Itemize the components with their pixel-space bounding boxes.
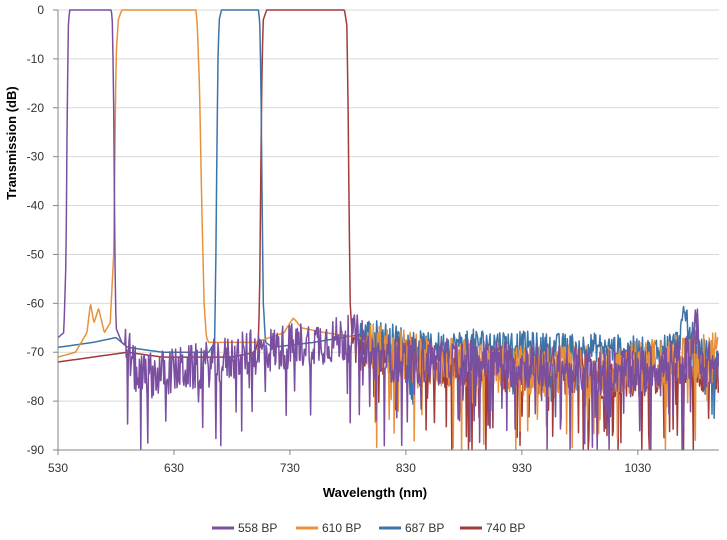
- y-tick-label: -20: [27, 101, 45, 115]
- y-tick-label: -80: [27, 394, 45, 408]
- x-tick-label: 530: [48, 461, 68, 475]
- series-line-558-bp: [57, 9, 720, 451]
- x-tick-labels: 530 630 730 830 930 1030: [48, 461, 652, 475]
- axes: [53, 9, 719, 455]
- legend: 558 BP 610 BP 687 BP 740 BP: [212, 521, 525, 535]
- x-tick-label: 630: [164, 461, 184, 475]
- x-tick-label: 730: [280, 461, 300, 475]
- legend-label: 558 BP: [238, 521, 277, 535]
- y-tick-label: 0: [37, 3, 44, 17]
- legend-item: 610 BP: [296, 521, 361, 535]
- y-tick-label: -40: [27, 199, 45, 213]
- series-lines: [57, 9, 720, 451]
- x-tick-label: 830: [396, 461, 416, 475]
- y-tick-label: -50: [27, 247, 45, 261]
- legend-item: 558 BP: [212, 521, 277, 535]
- legend-label: 740 BP: [486, 521, 525, 535]
- y-tick-label: -10: [27, 52, 45, 66]
- legend-item: 740 BP: [460, 521, 525, 535]
- y-tick-label: -70: [27, 345, 45, 359]
- y-tick-label: -60: [27, 296, 45, 310]
- x-tick-label: 930: [512, 461, 532, 475]
- y-tick-label: -90: [27, 443, 45, 457]
- y-tick-labels: 0 -10 -20 -30 -40 -50 -60 -70 -80 -90: [27, 3, 45, 457]
- x-axis-title: Wavelength (nm): [323, 485, 427, 500]
- x-tick-label: 1030: [624, 461, 651, 475]
- y-axis-title: Transmission (dB): [4, 86, 19, 199]
- legend-item: 687 BP: [379, 521, 444, 535]
- legend-label: 687 BP: [405, 521, 444, 535]
- y-tick-label: -30: [27, 150, 45, 164]
- legend-label: 610 BP: [322, 521, 361, 535]
